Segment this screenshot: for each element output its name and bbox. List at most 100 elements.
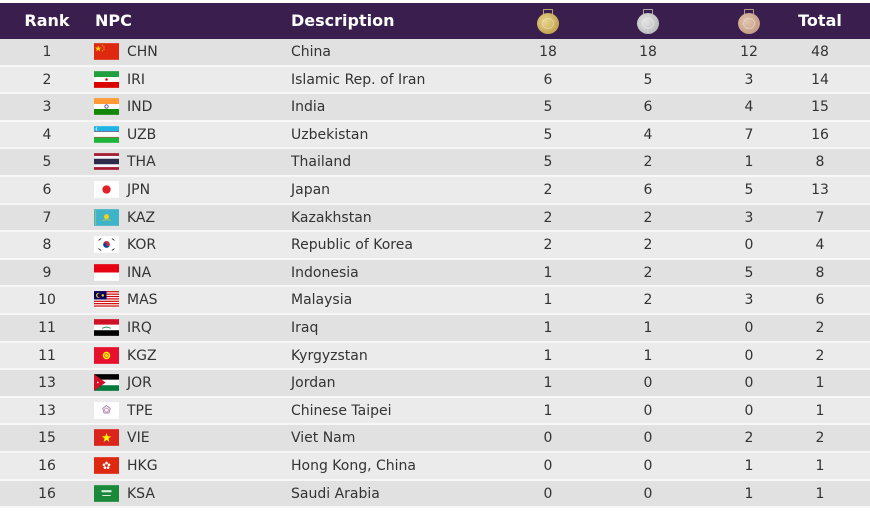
malaysia-flag-icon (94, 291, 119, 309)
bronze-count: 1 (744, 154, 754, 171)
silver-count: 5 (643, 71, 653, 88)
npc-code-link[interactable]: JPN (127, 181, 151, 198)
npc-code-link[interactable]: KGZ (127, 347, 157, 364)
table-row[interactable]: 2 IRI Islamic Rep. of Iran 6 5 3 14 (0, 66, 870, 95)
country-name-link[interactable]: Viet Nam (291, 430, 356, 447)
country-name-link[interactable]: India (291, 99, 326, 116)
thailand-flag-icon (94, 153, 119, 171)
total-count: 6 (815, 292, 825, 309)
table-row[interactable]: 11 KGZ Kyrgyzstan 1 1 0 2 (0, 342, 870, 371)
table-row[interactable]: 6 JPN Japan 2 6 5 13 (0, 176, 870, 205)
country-name-link[interactable]: Malaysia (291, 292, 353, 309)
npc-code-link[interactable]: CHN (127, 44, 158, 60)
npc-code-link[interactable]: IRI (127, 71, 145, 88)
bronze-count: 4 (744, 99, 754, 116)
npc-code-link[interactable]: JOR (127, 375, 152, 392)
table-row[interactable]: 1 CHN China 18 18 12 48 (0, 39, 870, 67)
table-row[interactable]: 13 TPE Chinese Taipei 1 0 0 1 (0, 397, 870, 426)
header-gold[interactable] (533, 3, 563, 39)
table-row[interactable]: 15 VIE Viet Nam 0 0 2 2 (0, 425, 870, 453)
kyrgyzstan-flag-icon (94, 346, 119, 364)
gold-count: 5 (543, 154, 553, 171)
bronze-count: 1 (744, 457, 754, 474)
npc-code-link[interactable]: HKG (127, 457, 158, 474)
header-bronze[interactable] (734, 3, 764, 39)
table-row[interactable]: 8 KOR Republic of Korea 2 2 0 4 (0, 232, 870, 260)
jordan-flag-icon (94, 374, 119, 391)
silver-count: 2 (643, 292, 653, 309)
total-count: 2 (815, 347, 825, 364)
rank-cell: 2 (42, 71, 52, 88)
table-row[interactable]: 7 KAZ Kazakhstan 2 2 3 7 (0, 204, 870, 233)
npc-code-link[interactable]: MAS (127, 292, 158, 309)
country-name-link[interactable]: Chinese Taipei (291, 402, 392, 419)
country-name-link[interactable]: Iraq (291, 319, 319, 336)
silver-count: 0 (643, 485, 653, 502)
npc-code-link[interactable]: IRQ (127, 319, 152, 336)
header-description[interactable]: Description (291, 11, 395, 30)
rank-cell: 15 (38, 430, 56, 447)
total-count: 4 (815, 237, 825, 254)
total-count: 48 (811, 44, 829, 60)
country-name-link[interactable]: Saudi Arabia (291, 485, 380, 502)
country-name-link[interactable]: Thailand (291, 154, 352, 171)
india-flag-icon (94, 98, 119, 116)
npc-code-link[interactable]: TPE (127, 402, 153, 419)
table-row[interactable]: 5 THA Thailand 5 2 1 8 (0, 149, 870, 177)
rank-cell: 4 (42, 126, 52, 143)
table-row[interactable]: 16 KSA Saudi Arabia 0 0 1 1 (0, 480, 870, 509)
silver-count: 1 (643, 347, 653, 364)
silver-count: 0 (643, 375, 653, 392)
bronze-count: 7 (744, 126, 754, 143)
header-rank[interactable]: Rank (24, 11, 70, 30)
rank-cell: 8 (42, 237, 52, 254)
total-count: 15 (811, 99, 829, 116)
total-count: 1 (815, 375, 825, 392)
country-name-link[interactable]: Indonesia (291, 264, 359, 281)
country-name-link[interactable]: Republic of Korea (291, 237, 413, 254)
table-row[interactable]: 3 IND India 5 6 4 15 (0, 94, 870, 122)
npc-code-link[interactable]: KSA (127, 485, 155, 502)
header-npc[interactable]: NPC (95, 11, 132, 30)
header-silver[interactable] (633, 3, 663, 39)
total-count: 8 (815, 264, 825, 281)
npc-code-link[interactable]: INA (127, 264, 152, 281)
table-row[interactable]: 13 JOR Jordan 1 0 0 1 (0, 370, 870, 398)
npc-code-link[interactable]: UZB (127, 126, 157, 143)
uzbekistan-flag-icon (94, 125, 119, 143)
gold-count: 5 (543, 99, 553, 116)
country-name-link[interactable]: China (291, 44, 331, 60)
gold-count: 2 (543, 209, 553, 226)
total-count: 1 (815, 485, 825, 502)
gold-medal-icon (537, 8, 559, 34)
hong-kong-flag-icon (94, 457, 119, 474)
country-name-link[interactable]: Islamic Rep. of Iran (291, 71, 426, 88)
country-name-link[interactable]: Japan (291, 181, 331, 198)
table-body: 1 CHN China 1 8 1 8 1 2 48 2 IRI Islamic Rep. of Ira… (0, 39, 870, 509)
npc-code-link[interactable]: IND (127, 99, 153, 116)
bronze-count: 1 (744, 485, 754, 502)
rank-cell: 7 (42, 209, 52, 226)
country-name-link[interactable]: Kazakhstan (291, 209, 372, 226)
country-name-link[interactable]: Hong Kong, China (291, 457, 417, 474)
table-row[interactable]: 11 IRQ Iraq 1 1 0 2 (0, 314, 870, 343)
bronze-count: 3 (744, 209, 754, 226)
gold-count: 1 (543, 264, 553, 281)
table-row[interactable]: 10 MAS Malaysia 1 2 3 6 (0, 287, 870, 315)
country-name-link[interactable]: Kyrgyzstan (291, 347, 368, 364)
country-name-link[interactable]: Uzbekistan (291, 126, 369, 143)
header-total[interactable]: Total (798, 11, 842, 30)
table-row[interactable]: 4 UZB Uzbekistan 5 4 7 16 (0, 121, 870, 150)
npc-code-link[interactable]: KAZ (127, 209, 156, 226)
npc-code-link[interactable]: VIE (127, 430, 150, 447)
table-row[interactable]: 9 INA Indonesia 1 2 5 8 (0, 259, 870, 288)
npc-code-link[interactable]: KOR (127, 237, 157, 254)
table-row[interactable]: 16 HKG Hong Kong, China 0 0 1 1 (0, 452, 870, 481)
korea-flag-icon (94, 236, 119, 253)
rank-cell: 13 (38, 402, 56, 419)
country-name-link[interactable]: Jordan (291, 375, 336, 392)
npc-code-link[interactable]: THA (127, 154, 156, 171)
bronze-count: 0 (744, 402, 754, 419)
rank-cell: 5 (42, 154, 52, 171)
